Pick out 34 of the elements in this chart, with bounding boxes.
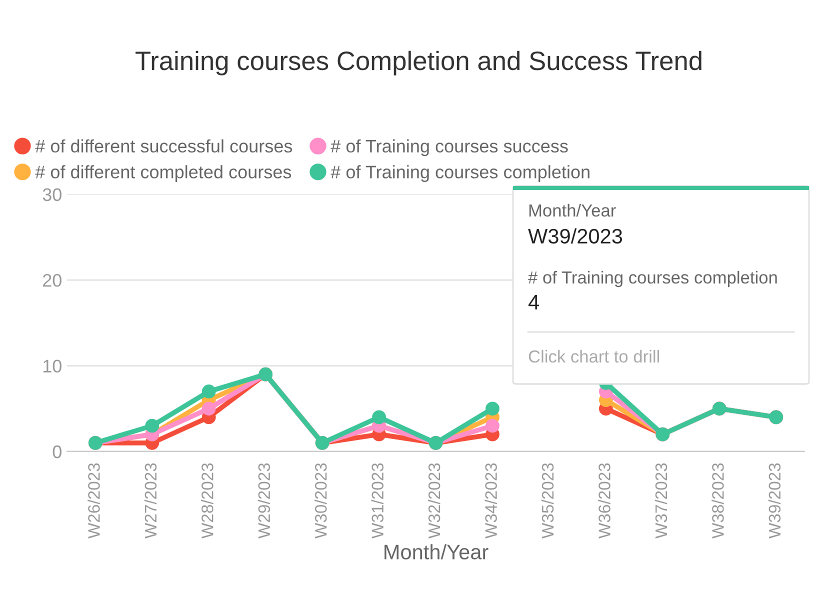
- x-tick-label: W35/2023: [541, 463, 554, 538]
- x-tick-label: W27/2023: [144, 463, 157, 538]
- point: [372, 410, 386, 424]
- x-tick-label: W38/2023: [712, 463, 724, 538]
- y-tick-label: 0: [52, 445, 62, 458]
- legend-label: # of different completed courses: [35, 165, 292, 182]
- annotation: Click chart to drill: [528, 350, 660, 363]
- point: [202, 384, 216, 398]
- annotation: Month/Year: [529, 204, 616, 217]
- point: [486, 402, 500, 416]
- point: [145, 418, 160, 433]
- x-tick-label: W36/2023: [598, 463, 610, 538]
- x-axis-title: Month/Year: [384, 544, 488, 560]
- legend-label: # of Training courses completion: [330, 165, 590, 182]
- x-tick-label: W34/2023: [484, 463, 497, 538]
- x-tick-label: W29/2023: [258, 463, 270, 538]
- legend-label: # of different successful courses: [35, 139, 292, 153]
- point: [202, 402, 216, 416]
- annotation: W39/2023: [528, 228, 622, 244]
- annotation: # of Training courses completion: [528, 270, 777, 288]
- y-tick-label: 30: [42, 188, 62, 202]
- x-tick-label: W37/2023: [654, 463, 668, 538]
- y-tick-label: 10: [43, 360, 62, 372]
- x-tick-label: W31/2023: [371, 463, 384, 538]
- legend-label: # of Training courses success: [330, 139, 568, 156]
- chart-title: Training courses Completion and Success Trend: [136, 50, 702, 76]
- x-tick-label: W39/2023: [768, 463, 781, 538]
- x-tick-label: W28/2023: [201, 463, 214, 538]
- point: [486, 418, 500, 433]
- y-tick-label: 20: [43, 274, 62, 287]
- annotation: 4: [528, 295, 539, 310]
- x-tick-label: W32/2023: [428, 463, 440, 538]
- x-tick-label: W26/2023: [88, 463, 100, 538]
- x-tick-label: W30/2023: [314, 463, 327, 538]
